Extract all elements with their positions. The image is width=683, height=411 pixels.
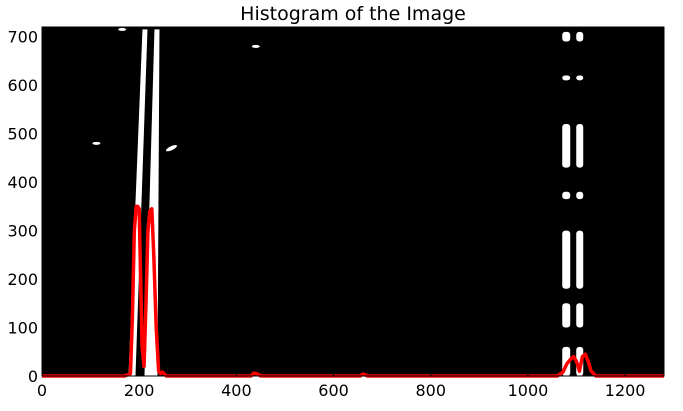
x-tick-label: 600 [318, 381, 349, 400]
lane-speck [92, 141, 101, 145]
lane-dash [562, 230, 571, 289]
x-tick-label: 400 [221, 381, 252, 400]
y-tick-label: 400 [7, 173, 38, 192]
y-tick-label: 0 [28, 367, 38, 386]
x-tick-label: 1200 [605, 381, 646, 400]
y-tick-label: 300 [7, 222, 38, 241]
y-tick-label: 500 [7, 125, 38, 144]
plot-frame [41, 26, 665, 377]
lane-dash [576, 303, 584, 328]
lane-dash [576, 123, 584, 168]
lane-dash [562, 191, 571, 200]
x-tick-label: 0 [37, 381, 47, 400]
x-tick-label: 200 [124, 381, 155, 400]
x-tick-label: 1000 [508, 381, 549, 400]
x-tick-label: 800 [415, 381, 446, 400]
lane-dash [576, 191, 584, 200]
y-axis: 0 100 200 300 400 500 600 700 [7, 28, 47, 386]
y-tick-label: 200 [7, 270, 38, 289]
lane-blob [165, 145, 177, 152]
lane-dash [562, 75, 571, 81]
lane-dash [562, 303, 571, 328]
y-tick-label: 100 [7, 319, 38, 338]
lane-dash [562, 123, 571, 168]
lane-dash [562, 31, 571, 42]
y-tick-label: 700 [7, 28, 38, 47]
x-axis: 0 200 400 600 800 1000 1200 [37, 371, 646, 400]
chart-title: Histogram of the Image [240, 3, 466, 25]
lane-dash [576, 230, 584, 289]
lane-region-2 [562, 31, 584, 376]
lane-speck [118, 27, 127, 31]
lane-dash [576, 75, 584, 81]
lane-speck [251, 44, 260, 48]
lane-dash [576, 31, 584, 42]
y-tick-label: 600 [7, 76, 38, 95]
